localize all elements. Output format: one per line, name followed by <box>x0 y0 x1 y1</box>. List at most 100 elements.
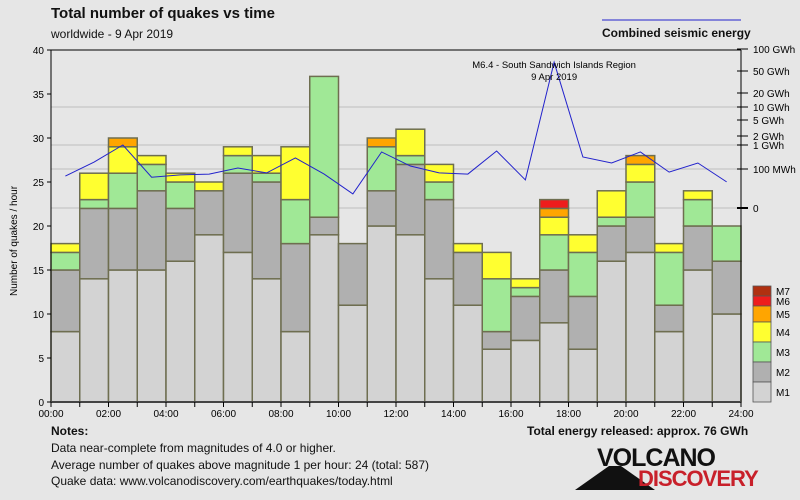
bar-segment-m1 <box>280 330 311 403</box>
bar-segment-m3 <box>596 216 627 227</box>
bar-segment-m4 <box>251 154 282 174</box>
bar-segment-m1 <box>50 330 81 403</box>
logo-line2: DISCOVERY <box>638 466 759 491</box>
volcano-icon <box>575 466 655 490</box>
bar-segment-m1 <box>481 348 512 403</box>
legend-label-m3: M3 <box>776 348 790 359</box>
legend-swatch-m3 <box>752 341 772 363</box>
bar-segment-m4 <box>682 190 713 201</box>
bar-segment-m2 <box>596 225 627 262</box>
chart-title: Total number of quakes vs time <box>51 5 275 22</box>
logo-line1: VOLCANO <box>597 444 716 472</box>
bar-segment-m4 <box>395 128 426 157</box>
bar-segment-m4 <box>136 154 167 166</box>
bar-segment-m3 <box>567 251 598 298</box>
bar-segment-m3 <box>424 181 455 201</box>
bar-segment-m2 <box>280 242 311 333</box>
x-tick-label: 00:00 <box>38 409 63 420</box>
bar-segment-m3 <box>625 181 656 218</box>
x-tick-label: 20:00 <box>613 409 638 420</box>
x-tick-label: 02:00 <box>96 409 121 420</box>
legend-label-m6: M6 <box>776 297 790 308</box>
bar-segment-m4 <box>50 242 81 254</box>
volcanodiscovery-logo[interactable]: VOLCANO DISCOVERY <box>575 444 759 491</box>
y-axis-label: Number of quakes / hour <box>9 185 20 296</box>
y-tick-label: 10 <box>33 310 45 321</box>
bar-segment-m1 <box>309 234 340 403</box>
bar-segment-m3 <box>510 286 541 298</box>
legend-swatch-m4 <box>752 321 772 343</box>
energy-tick-label: 10 GWh <box>753 103 790 114</box>
bar-segment-m1 <box>366 225 397 403</box>
note-line: Data near-complete from magnitudes of 4.… <box>51 441 336 455</box>
bar-segment-m4 <box>452 242 483 254</box>
bar-segment-m3 <box>395 154 426 166</box>
legend-swatch-m6 <box>752 295 772 307</box>
bar-segment-m4 <box>79 172 110 201</box>
bar-segment-m1 <box>654 330 685 403</box>
bar-segment-m1 <box>452 304 483 403</box>
bar-segment-m4 <box>194 181 225 192</box>
bar-segment-m3 <box>711 225 742 262</box>
y-tick-label: 40 <box>33 46 45 57</box>
bar-segment-m2 <box>136 190 167 271</box>
bar-segment-m3 <box>682 198 713 227</box>
x-tick-label: 18:00 <box>556 409 581 420</box>
bar-segment-m2 <box>625 216 656 254</box>
bar-segment-m1 <box>337 304 368 403</box>
bar-segment-m2 <box>682 225 713 271</box>
bar-segment-m4 <box>539 216 570 236</box>
bar-segment-m4 <box>510 278 541 289</box>
bar-segment-m2 <box>510 295 541 342</box>
bar-segment-m2 <box>395 163 426 236</box>
bar-segment-m4 <box>625 163 656 183</box>
annotation-line2: 9 Apr 2019 <box>531 72 577 83</box>
bar-segment-m1 <box>222 251 253 403</box>
energy-tick-label: 2 GWh <box>753 132 784 143</box>
bar-segment-m5 <box>107 137 138 148</box>
bar-segment-m1 <box>567 348 598 403</box>
bar-segment-m4 <box>567 234 598 254</box>
energy-tick-label: 100 GWh <box>753 45 795 56</box>
bar-segment-m3 <box>79 198 110 210</box>
legend-swatch-m5 <box>752 305 772 323</box>
bar-segment-m2 <box>194 190 225 236</box>
bar-segment-m1 <box>596 260 627 403</box>
bar-segment-m2 <box>366 190 397 227</box>
x-tick-label: 22:00 <box>671 409 696 420</box>
legend-swatch-m2 <box>752 361 772 383</box>
bar-segment-m3 <box>280 198 311 245</box>
bar-segment-m1 <box>107 269 138 403</box>
bar-segment-m5 <box>625 154 656 166</box>
bar-segment-m1 <box>136 269 167 403</box>
bar-segment-m3 <box>481 278 512 333</box>
x-tick-label: 16:00 <box>498 409 523 420</box>
energy-tick-label: 50 GWh <box>753 67 790 78</box>
bar-segment-m3 <box>309 75 340 218</box>
bar-segment-m1 <box>711 313 742 403</box>
x-tick-label: 06:00 <box>211 409 236 420</box>
x-tick-label: 24:00 <box>728 409 753 420</box>
bar-segment-m2 <box>309 216 340 236</box>
total-energy-label: Total energy released: approx. 76 GWh <box>527 424 749 438</box>
legend-swatch-m1 <box>752 381 772 403</box>
legend-swatch-m7 <box>752 285 772 297</box>
bar-segment-m3 <box>107 172 138 210</box>
energy-legend-label: Combined seismic energy <box>602 26 751 40</box>
bar-segment-m2 <box>107 207 138 271</box>
bar-segment-m3 <box>165 181 196 210</box>
bar-segment-m3 <box>366 146 397 192</box>
energy-tick-label: 1 GWh <box>753 141 784 152</box>
y-tick-label: 0 <box>38 398 44 409</box>
bar-segment-m2 <box>539 269 570 324</box>
bar-segment-m2 <box>654 304 685 333</box>
x-tick-label: 10:00 <box>326 409 351 420</box>
bar-segment-m1 <box>251 278 282 403</box>
bar-segment-m3 <box>50 251 81 271</box>
bar-segment-m2 <box>711 260 742 315</box>
energy-line <box>65 60 727 195</box>
bar-segment-m1 <box>539 322 570 403</box>
bar-segment-m1 <box>682 269 713 403</box>
bar-segment-m2 <box>337 242 368 306</box>
x-tick-label: 04:00 <box>153 409 178 420</box>
